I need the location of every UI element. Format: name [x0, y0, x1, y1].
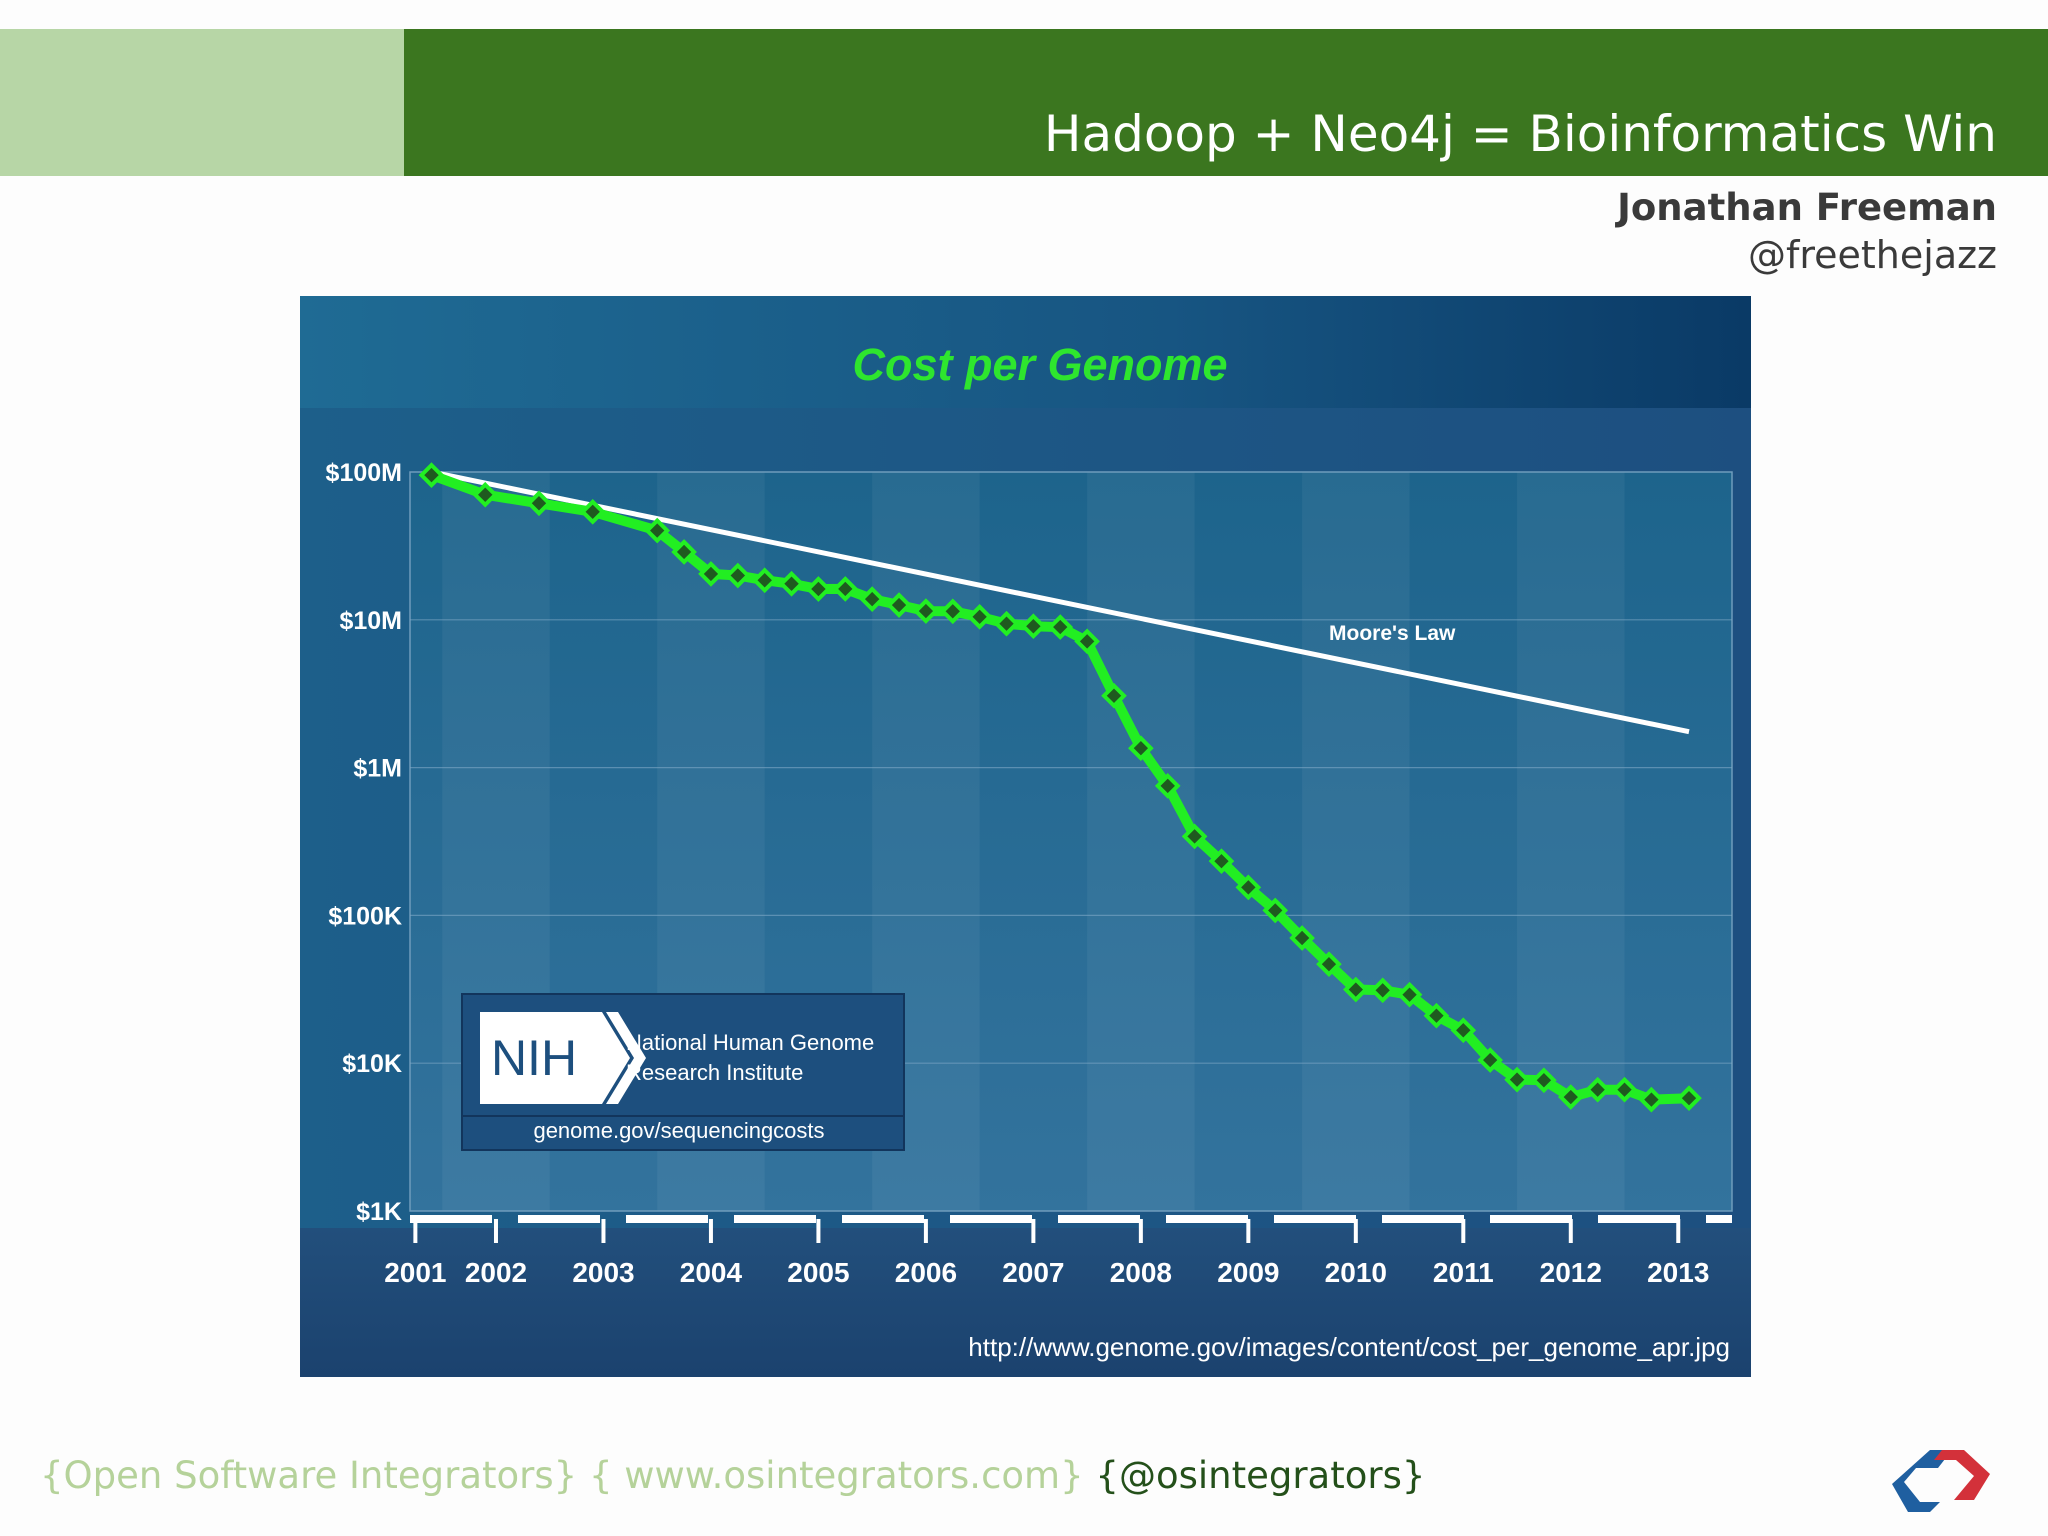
nih-abbr: NIH	[491, 1030, 577, 1086]
x-tick-label: 2002	[465, 1257, 527, 1288]
data-point	[1423, 1002, 1450, 1029]
x-tick-label: 2010	[1325, 1257, 1387, 1288]
data-point	[1531, 1067, 1557, 1094]
data-point	[886, 592, 912, 618]
nih-chevron-icon	[606, 1012, 646, 1104]
data-point	[778, 570, 805, 597]
source-url: http://www.genome.gov/images/content/cos…	[968, 1332, 1730, 1362]
nih-logo-box: NIH National Human Genome Research Insti…	[461, 993, 905, 1151]
x-tick-label: 2011	[1433, 1257, 1494, 1288]
x-tick-label: 2012	[1540, 1257, 1602, 1288]
data-point	[644, 517, 671, 544]
y-tick-label: $1M	[353, 755, 402, 783]
x-axis: 2001 2002 2003 2004 2005 2006 2007 2008 2009 2010…	[384, 1215, 1732, 1288]
x-tick-label: 2009	[1217, 1257, 1279, 1288]
data-point	[993, 610, 1020, 637]
data-point	[966, 603, 993, 630]
data-point	[418, 462, 445, 488]
data-point	[1676, 1085, 1702, 1111]
data-point	[1235, 874, 1262, 901]
data-point	[1584, 1076, 1611, 1103]
year-stripe-2008	[1087, 472, 1195, 1211]
nih-name-line1: National Human Genome	[626, 1030, 874, 1055]
logo-blue-part	[1892, 1450, 1952, 1512]
data-point	[1396, 981, 1423, 1008]
data-point	[939, 598, 966, 625]
moores-law-label: Moore's Law	[1329, 622, 1456, 645]
y-tick-label: $10M	[339, 607, 402, 635]
data-point	[724, 562, 751, 589]
y-tick-label: $10K	[342, 1050, 402, 1078]
data-point	[1128, 735, 1154, 762]
x-tick-label: 2013	[1647, 1257, 1709, 1288]
y-tick-label: $100M	[326, 459, 402, 487]
header-bar	[404, 29, 2048, 176]
data-point	[1477, 1047, 1503, 1073]
y-tick-label: $1K	[356, 1198, 402, 1226]
data-point	[1101, 682, 1127, 709]
data-point	[1047, 614, 1074, 640]
data-point	[1020, 613, 1047, 640]
data-point	[526, 490, 552, 517]
moores-law-line	[430, 469, 1690, 735]
plot-border	[409, 471, 1733, 1212]
header-accent-bar	[0, 29, 404, 176]
nih-url: genome.gov/sequencingcosts	[533, 1118, 824, 1143]
author-handle: @freethejazz	[1747, 233, 1997, 277]
chart-svg: $100M$10M$1M$100K$10K$1K 2001 2002 2003 200…	[300, 296, 1751, 1377]
chart-title-band	[300, 296, 1751, 408]
footer-company: {Open Software Integrators}	[40, 1454, 578, 1497]
chart-title: Cost per Genome	[852, 339, 1227, 390]
data-point	[805, 576, 832, 602]
data-point	[1611, 1076, 1638, 1103]
nih-name-line2: Research Institute	[626, 1060, 803, 1085]
cost-per-genome-chart: $100M $10M $1M $100K $10K $1K 2001 2002 2003 200…	[300, 296, 1751, 1377]
data-point	[1638, 1086, 1665, 1113]
slide-title: Hadoop + Neo4j = Bioinformatics Win	[1043, 105, 1997, 163]
data-point	[1262, 897, 1289, 924]
data-point	[698, 561, 724, 587]
logo-red-part	[1934, 1450, 1990, 1500]
footer: {Open Software Integrators} { www.osinte…	[40, 1452, 1425, 1500]
data-point	[1154, 773, 1181, 799]
data-point	[1074, 628, 1100, 655]
y-axis: $100M $10M $1M $100K $10K $1K	[326, 459, 402, 1226]
data-point	[832, 576, 859, 602]
data-point	[1342, 976, 1369, 1003]
data-point	[859, 586, 885, 612]
data-point	[472, 481, 499, 508]
x-tick-label: 2008	[1110, 1257, 1172, 1288]
x-tick-label: 2005	[787, 1257, 849, 1288]
data-point	[1181, 823, 1208, 850]
data-point	[751, 567, 778, 594]
author-name: Jonathan Freeman	[1617, 186, 1997, 229]
footer-twitter[interactable]: {@osintegrators}	[1095, 1454, 1426, 1497]
author-block: Jonathan Freeman @freethejazz	[1617, 185, 1997, 279]
x-tick-label: 2003	[572, 1257, 634, 1288]
data-point	[671, 539, 697, 565]
data-point	[913, 598, 939, 624]
data-point	[1504, 1066, 1530, 1093]
x-tick-label: 2006	[895, 1257, 957, 1288]
data-point	[1450, 1017, 1477, 1044]
data-point	[579, 499, 606, 525]
y-tick-label: $100K	[328, 902, 402, 930]
cost-series	[418, 462, 1702, 1113]
chart-bottom-band	[300, 1228, 1751, 1377]
moores-law-series	[430, 469, 1690, 735]
nih-badge-icon	[480, 1012, 630, 1104]
year-stripe-2010	[1302, 472, 1410, 1211]
x-tick-label: 2001	[384, 1257, 446, 1288]
osi-logo-icon	[1892, 1444, 2002, 1514]
x-tick-label: 2004	[680, 1257, 743, 1288]
x-tick-label: 2007	[1002, 1257, 1064, 1288]
data-point	[1316, 951, 1342, 978]
footer-website[interactable]: { www.osintegrators.com}	[588, 1454, 1084, 1497]
data-point	[1557, 1084, 1584, 1110]
data-point	[1369, 977, 1396, 1004]
data-point	[1289, 925, 1315, 951]
data-point	[1208, 848, 1235, 875]
